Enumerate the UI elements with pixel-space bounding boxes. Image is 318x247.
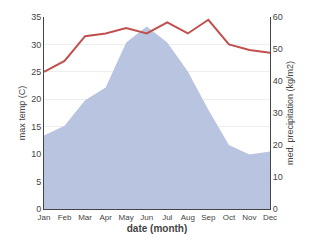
svg-text:Dec: Dec xyxy=(263,213,277,222)
svg-text:25: 25 xyxy=(31,67,41,77)
svg-text:Mar: Mar xyxy=(78,213,92,222)
svg-text:0: 0 xyxy=(273,204,278,214)
svg-text:med. precipitation (kg/m2): med. precipitation (kg/m2) xyxy=(285,61,295,165)
svg-text:20: 20 xyxy=(273,140,283,150)
svg-text:Feb: Feb xyxy=(58,213,72,222)
svg-text:15: 15 xyxy=(31,122,41,132)
svg-text:10: 10 xyxy=(31,149,41,159)
svg-text:Aug: Aug xyxy=(181,213,195,222)
svg-text:10: 10 xyxy=(273,172,283,182)
svg-text:40: 40 xyxy=(273,76,283,86)
svg-text:60: 60 xyxy=(273,12,283,22)
svg-text:Sep: Sep xyxy=(201,213,216,222)
svg-text:Nov: Nov xyxy=(242,213,256,222)
svg-text:Apr: Apr xyxy=(99,213,112,222)
svg-text:May: May xyxy=(119,213,134,222)
svg-text:0: 0 xyxy=(36,204,41,214)
svg-text:30: 30 xyxy=(31,40,41,50)
svg-text:Jan: Jan xyxy=(38,213,51,222)
svg-text:30: 30 xyxy=(273,108,283,118)
svg-text:35: 35 xyxy=(31,12,41,22)
svg-text:Oct: Oct xyxy=(223,213,236,222)
svg-text:date (month): date (month) xyxy=(127,223,188,234)
svg-text:max temp (C): max temp (C) xyxy=(17,86,27,141)
svg-text:Jun: Jun xyxy=(140,213,153,222)
svg-text:5: 5 xyxy=(36,177,41,187)
svg-text:Jul: Jul xyxy=(162,213,172,222)
svg-text:50: 50 xyxy=(273,44,283,54)
svg-text:20: 20 xyxy=(31,94,41,104)
